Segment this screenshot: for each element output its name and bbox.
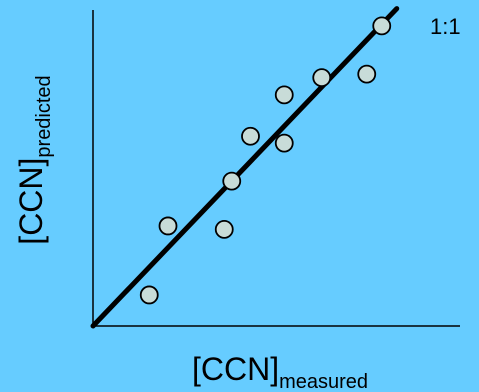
x-axis-label-main: [CCN] bbox=[192, 351, 279, 387]
data-point bbox=[312, 68, 332, 87]
data-point bbox=[139, 285, 159, 305]
x-axis-label: [CCN]measured bbox=[192, 351, 368, 392]
y-axis-label: [CCN]predicted bbox=[13, 75, 55, 244]
data-point bbox=[158, 216, 178, 236]
data-point bbox=[372, 16, 392, 36]
data-point bbox=[274, 133, 294, 153]
y-axis-label-subscript: predicted bbox=[33, 75, 55, 157]
data-point bbox=[274, 85, 294, 105]
data-points bbox=[139, 16, 392, 305]
data-point bbox=[222, 171, 242, 191]
data-point bbox=[214, 219, 234, 239]
data-point bbox=[357, 64, 377, 84]
one-to-one-line bbox=[90, 6, 400, 329]
one-to-one-label: 1:1 bbox=[430, 14, 461, 39]
x-axis-label-subscript: measured bbox=[279, 371, 368, 392]
y-axis-label-main: [CCN] bbox=[13, 158, 49, 245]
data-point bbox=[241, 126, 260, 146]
